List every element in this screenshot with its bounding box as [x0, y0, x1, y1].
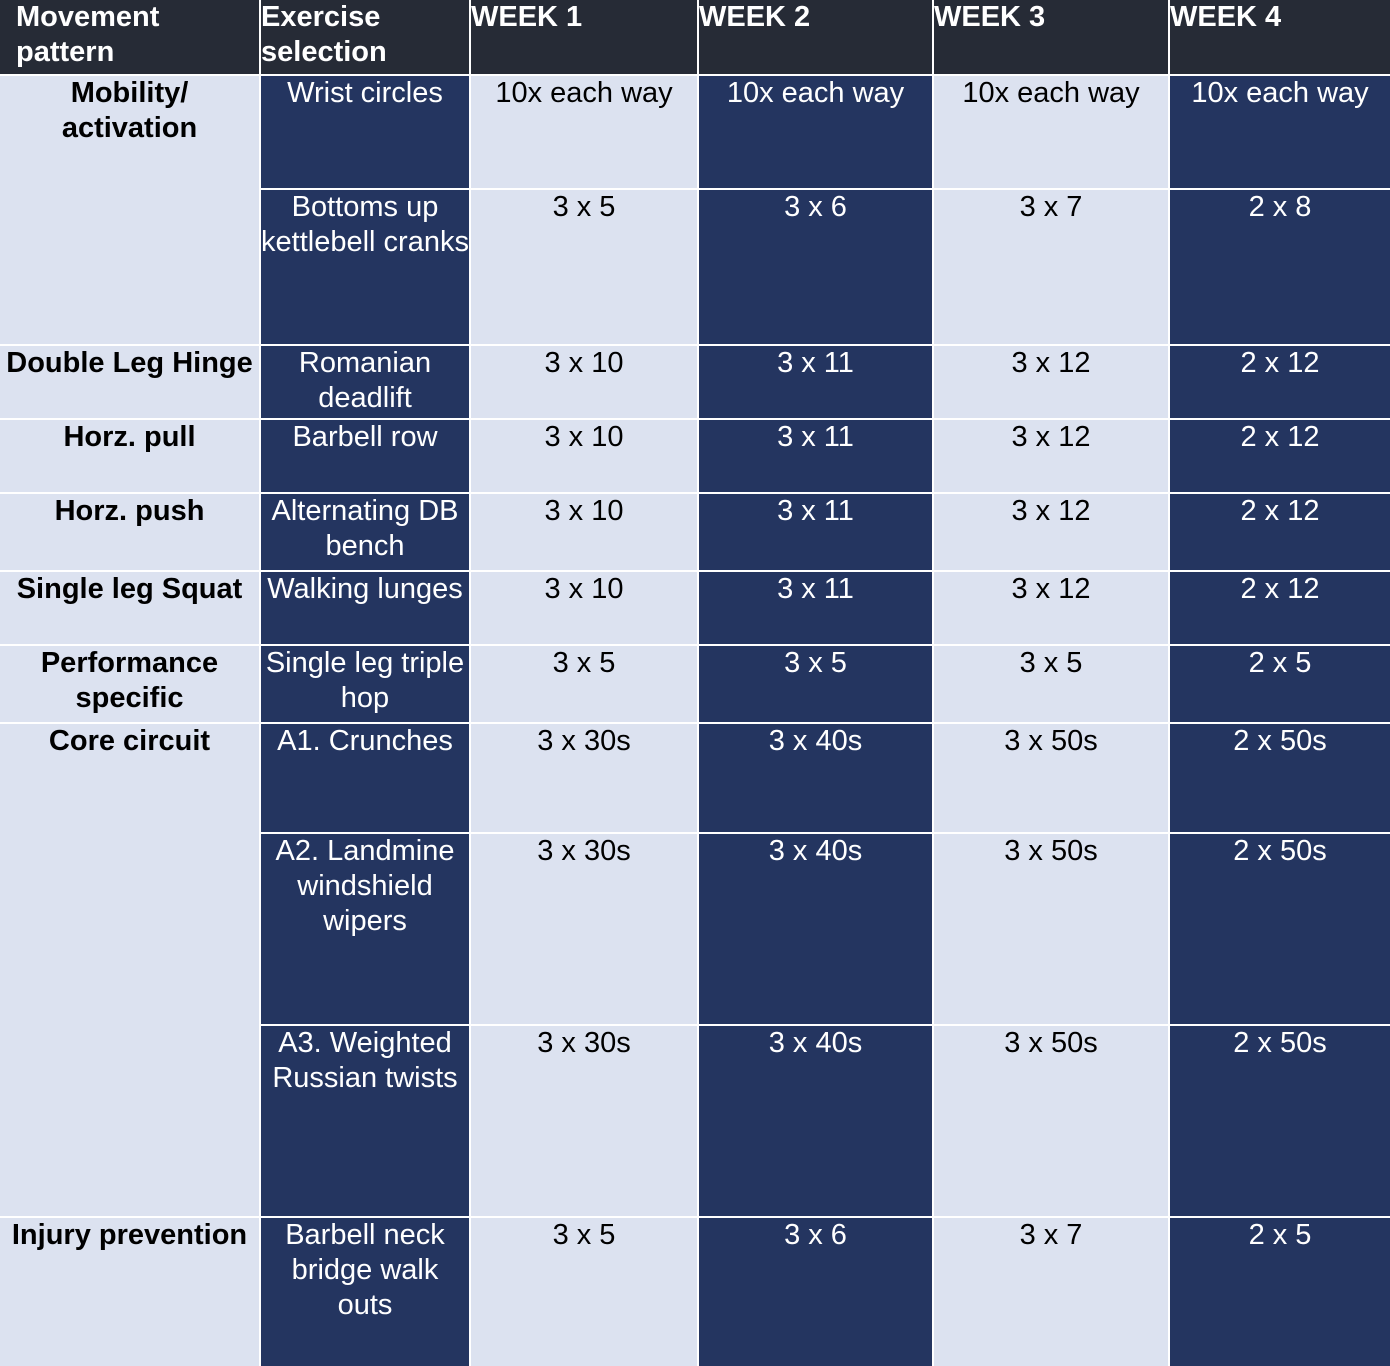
- week-4-cell: 2 x 12: [1168, 418, 1390, 494]
- week-4-cell: 2 x 12: [1168, 570, 1390, 646]
- table-row: Double Leg Hinge Romanian deadlift 3 x 1…: [0, 344, 1390, 420]
- week-4-cell: 2 x 5: [1168, 1216, 1390, 1366]
- pattern-mobility-activation: Mobility/ activation: [0, 74, 261, 346]
- week-3-cell: 3 x 12: [932, 492, 1170, 572]
- week-2-cell: 10x each way: [697, 74, 934, 190]
- exercise-cell: A2. Landmine windshield wipers: [260, 832, 471, 1026]
- header-week-4: WEEK 4: [1168, 0, 1390, 76]
- week-3-cell: 3 x 12: [932, 418, 1170, 494]
- week-2-cell: 3 x 6: [697, 1216, 934, 1366]
- week-1-cell: 3 x 5: [469, 1216, 699, 1366]
- week-3-cell: 3 x 7: [932, 1216, 1170, 1366]
- week-4-cell: 10x each way: [1168, 74, 1390, 190]
- week-2-cell: 3 x 40s: [697, 1024, 934, 1218]
- pattern-horz-push: Horz. push: [0, 492, 261, 572]
- header-week-1: WEEK 1: [469, 0, 699, 76]
- week-2-cell: 3 x 40s: [697, 832, 934, 1026]
- header-exercise-selection: Exercise selection: [259, 0, 471, 76]
- week-4-cell: 2 x 5: [1168, 644, 1390, 724]
- exercise-cell: Walking lunges: [259, 570, 471, 646]
- week-2-cell: 3 x 11: [697, 492, 934, 572]
- exercise-cell: Alternating DB bench: [259, 492, 471, 572]
- exercise-cell: Single leg triple hop: [259, 644, 471, 724]
- week-2-cell: 3 x 11: [697, 570, 934, 646]
- header-week-2: WEEK 2: [697, 0, 934, 76]
- week-2-cell: 3 x 6: [697, 188, 934, 346]
- week-3-cell: 3 x 50s: [932, 832, 1170, 1026]
- exercise-cell: Barbell row: [259, 418, 471, 494]
- pattern-performance-specific: Performance specific: [0, 644, 261, 724]
- week-1-cell: 10x each way: [469, 74, 699, 190]
- week-1-cell: 3 x 30s: [469, 832, 699, 1026]
- exercise-cell: A3. Weighted Russian twists: [260, 1024, 471, 1218]
- week-4-cell: 2 x 12: [1168, 492, 1390, 572]
- exercise-cell: Romanian deadlift: [259, 344, 471, 420]
- week-3-cell: 3 x 7: [932, 188, 1170, 346]
- pattern-injury-prevention: Injury prevention: [0, 1216, 261, 1366]
- table-row: A2. Landmine windshield wipers 3 x 30s 3…: [0, 832, 1390, 1026]
- exercise-cell: A1. Crunches: [259, 722, 471, 834]
- week-3-cell: 3 x 12: [932, 570, 1170, 646]
- week-1-cell: 3 x 10: [469, 418, 699, 494]
- week-1-cell: 3 x 10: [469, 344, 699, 420]
- week-4-cell: 2 x 50s: [1168, 832, 1390, 1026]
- week-2-cell: 3 x 11: [697, 418, 934, 494]
- week-1-cell: 3 x 10: [469, 492, 699, 572]
- table-row: Mobility/ activation Wrist circles 10x e…: [0, 74, 1390, 346]
- pattern-core-circuit: Core circuit: [0, 722, 261, 1218]
- table-row: A3. Weighted Russian twists 3 x 30s 3 x …: [0, 1024, 1390, 1218]
- week-2-cell: 3 x 5: [697, 644, 934, 724]
- week-4-cell: 2 x 50s: [1168, 1024, 1390, 1218]
- week-2-cell: 3 x 11: [697, 344, 934, 420]
- week-3-cell: 3 x 50s: [932, 1024, 1170, 1218]
- table-row: Bottoms up kettlebell cranks 3 x 5 3 x 6…: [0, 188, 1390, 346]
- table-row: Injury prevention Barbell neck bridge wa…: [0, 1216, 1390, 1366]
- header-row: Movement pattern Exercise selection WEEK…: [0, 0, 1390, 76]
- week-3-cell: 3 x 5: [932, 644, 1170, 724]
- pattern-single-leg-squat: Single leg Squat: [0, 570, 261, 646]
- table-row: Performance specific Single leg triple h…: [0, 644, 1390, 724]
- exercise-cell: Wrist circles: [259, 74, 471, 190]
- week-4-cell: 2 x 12: [1168, 344, 1390, 420]
- week-4-cell: 2 x 8: [1168, 188, 1390, 346]
- week-3-cell: 10x each way: [932, 74, 1170, 190]
- week-3-cell: 3 x 12: [932, 344, 1170, 420]
- week-1-cell: 3 x 5: [469, 188, 699, 346]
- table-row: Horz. pull Barbell row 3 x 10 3 x 11 3 x…: [0, 418, 1390, 494]
- table-row: Single leg Squat Walking lunges 3 x 10 3…: [0, 570, 1390, 646]
- header-movement-pattern: Movement pattern: [0, 0, 261, 76]
- table-row: Core circuit A1. Crunches 3 x 30s 3 x 40…: [0, 722, 1390, 1218]
- week-1-cell: 3 x 30s: [469, 1024, 699, 1218]
- header-week-3: WEEK 3: [932, 0, 1170, 76]
- week-1-cell: 3 x 30s: [469, 722, 699, 834]
- week-4-cell: 2 x 50s: [1168, 722, 1390, 834]
- exercise-cell: Barbell neck bridge walk outs: [259, 1216, 471, 1366]
- week-2-cell: 3 x 40s: [697, 722, 934, 834]
- pattern-horz-pull: Horz. pull: [0, 418, 261, 494]
- week-3-cell: 3 x 50s: [932, 722, 1170, 834]
- week-1-cell: 3 x 10: [469, 570, 699, 646]
- pattern-double-leg-hinge: Double Leg Hinge: [0, 344, 261, 420]
- table-row: Horz. push Alternating DB bench 3 x 10 3…: [0, 492, 1390, 572]
- week-1-cell: 3 x 5: [469, 644, 699, 724]
- exercise-cell: Bottoms up kettlebell cranks: [260, 188, 471, 346]
